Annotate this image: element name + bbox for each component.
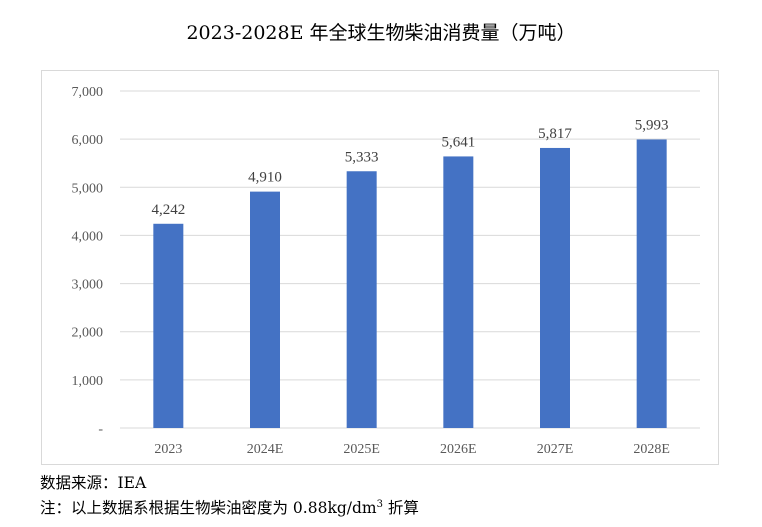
y-tick-label: 4,000: [72, 229, 104, 244]
x-axis-ticks: 2023 2024E 2025E 2026E 2027E 2028E: [154, 442, 670, 457]
x-tick-label: 2026E: [440, 442, 477, 457]
data-label: 5,333: [345, 149, 379, 165]
data-label: 5,641: [441, 134, 475, 150]
y-axis-ticks: - 1,000 2,000 3,000 4,000 5,000 6,000 7,000: [72, 85, 104, 437]
density-note-superscript: 3: [376, 498, 383, 510]
density-note-text: 注：以上数据系根据生物柴油密度为 0.88kg/dm: [40, 499, 377, 517]
data-label: 4,910: [248, 170, 282, 186]
bar: [636, 139, 667, 428]
y-tick-label: 7,000: [72, 85, 104, 100]
density-note-suffix: 折算: [382, 499, 419, 517]
y-tick-label: 6,000: [72, 133, 104, 148]
y-tick-label: 2,000: [72, 326, 104, 341]
bar: [346, 171, 377, 428]
chart-title: 2023-2028E 年全球生物柴油消费量（万吨）: [186, 22, 576, 44]
density-note: 注：以上数据系根据生物柴油密度为 0.88kg/dm3 折算: [40, 496, 419, 518]
y-tick-label: 5,000: [72, 181, 104, 196]
data-label: 5,993: [635, 117, 669, 133]
data-label: 4,242: [151, 202, 185, 218]
x-tick-label: 2028E: [633, 442, 670, 457]
data-label: 5,817: [538, 126, 572, 142]
bars: [153, 139, 667, 428]
y-tick-label: 1,000: [72, 374, 104, 389]
y-tick-label: -: [98, 422, 103, 437]
x-tick-label: 2023: [154, 442, 182, 457]
bar: [250, 191, 280, 428]
bar: [443, 156, 474, 428]
x-tick-label: 2024E: [247, 442, 284, 457]
x-tick-label: 2027E: [537, 442, 574, 457]
grid-lines: [120, 90, 700, 429]
x-tick-label: 2025E: [343, 442, 380, 457]
data-labels: 4,242 4,910 5,333 5,641 5,817 5,993: [151, 117, 668, 217]
chart-frame: [41, 70, 719, 465]
bar: [153, 223, 184, 428]
source-note: 数据来源：IEA: [40, 474, 147, 492]
bar: [540, 147, 570, 428]
y-tick-label: 3,000: [72, 278, 104, 293]
